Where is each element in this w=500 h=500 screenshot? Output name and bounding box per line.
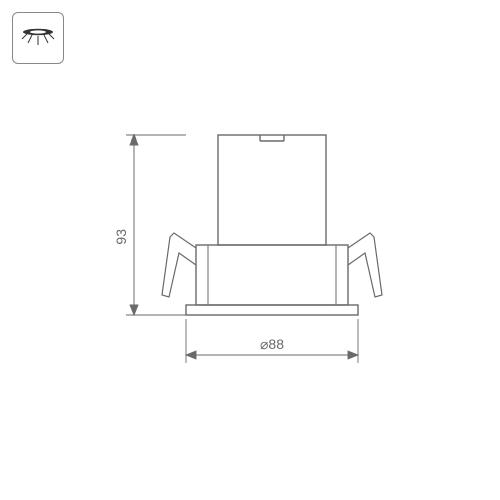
dim-diameter-label: ⌀88 xyxy=(260,336,284,352)
dim-height-label: 93 xyxy=(113,229,129,245)
spring-clips xyxy=(162,233,382,297)
fixture-outline xyxy=(186,135,358,315)
technical-drawing: 93 ⌀88 xyxy=(90,125,430,385)
downlight-icon xyxy=(18,18,58,58)
dim-height xyxy=(126,135,186,315)
product-icon-frame xyxy=(12,12,64,64)
